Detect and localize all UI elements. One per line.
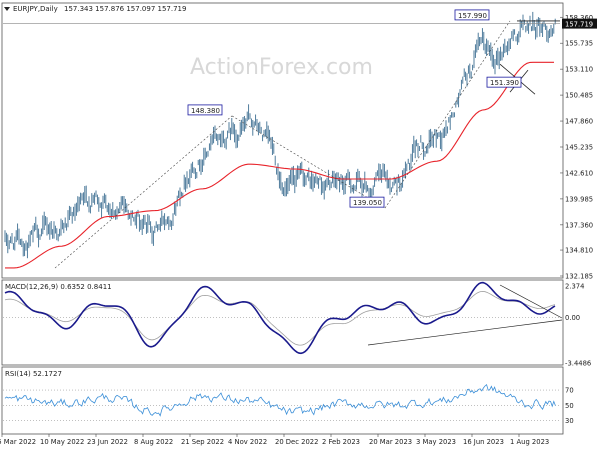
x-tick-label: 25 Mar 2022 (0, 438, 36, 446)
macd-panel-frame (1, 279, 564, 366)
macd-layer (3, 281, 563, 355)
dropdown-arrow-icon[interactable] (4, 7, 10, 11)
level-annotation-box (486, 76, 522, 88)
macd-y-tick-label: 0.00 (565, 314, 580, 322)
level-annotation-label: 148.380 (191, 107, 220, 115)
rsi-y-tick-label: 30 (565, 417, 574, 425)
x-tick-label: 21 Sep 2022 (181, 438, 224, 446)
symbol-label: EURJPY,Daily (13, 5, 58, 13)
x-tick-label: 23 Jun 2022 (87, 438, 128, 446)
macd-y-tick-label: 2.374 (565, 282, 584, 290)
axis-layer: 158.360 155.735 153.110 150.485 147.860 145.2… (0, 14, 597, 446)
rsi-line (4, 384, 556, 417)
last-price-badge (562, 18, 597, 29)
x-tick-label: 2 Feb 2023 (322, 438, 360, 446)
price-y-tick-label: 137.360 (565, 221, 593, 229)
x-tick-label: 20 Mar 2023 (369, 438, 412, 446)
price-y-tick-label: 145.235 (565, 143, 593, 151)
x-tick-label: 16 Jun 2023 (463, 438, 504, 446)
price-y-tick-label: 132.185 (565, 273, 593, 281)
level-annotation-label: 157.990 (458, 12, 487, 20)
price-y-tick-label: 158.360 (565, 14, 593, 22)
last-price-label: 157.719 (565, 21, 593, 29)
x-tick-label: 10 May 2022 (40, 438, 84, 446)
price-y-tick-label: 150.485 (565, 92, 593, 100)
x-tick-label: 1 Aug 2023 (510, 438, 549, 446)
macd-y-tick-label: -3.4486 (565, 360, 591, 368)
trend-line (54, 115, 233, 269)
price-y-tick-label: 139.985 (565, 195, 593, 203)
level-annotation-label: 139.050 (353, 199, 382, 207)
level-annotation-box (454, 9, 490, 21)
trend-line (231, 115, 386, 209)
macd-trend-line (499, 284, 563, 319)
macd-trend-line (367, 319, 563, 346)
price-y-tick-label: 153.110 (565, 66, 593, 74)
x-tick-label: 20 Dec 2022 (275, 438, 318, 446)
trend-line (384, 20, 511, 209)
price-layer: 148.380 139.050 157.990 151.390 (3, 9, 560, 269)
ohlc-values: 157.343 157.876 157.097 157.719 (64, 5, 186, 13)
rsi-label: RSI(14) 52.1727 (5, 370, 62, 378)
rsi-y-tick-label: 70 (565, 387, 574, 395)
level-annotation-box (187, 104, 223, 116)
price-y-tick-label: 147.860 (565, 118, 593, 126)
price-y-tick-label: 142.610 (565, 169, 593, 177)
price-y-tick-label: 155.735 (565, 40, 593, 48)
macd-label: MACD(12,26,9) 0.6352 0.8411 (5, 283, 112, 291)
rsi-y-tick-label: 50 (565, 402, 574, 410)
moving-average-line (5, 61, 554, 269)
x-tick-label: 8 Aug 2022 (134, 438, 173, 446)
level-annotation-box (349, 196, 385, 208)
price-panel-frame (1, 2, 564, 279)
x-tick-label: 4 Nov 2022 (228, 438, 267, 446)
price-y-tick-label: 134.810 (565, 247, 593, 255)
rsi-layer (3, 384, 560, 421)
level-annotation-label: 151.390 (490, 79, 519, 87)
x-tick-label: 3 May 2023 (416, 438, 456, 446)
macd-line (4, 281, 556, 355)
watermark: ActionForex.com (190, 55, 373, 80)
